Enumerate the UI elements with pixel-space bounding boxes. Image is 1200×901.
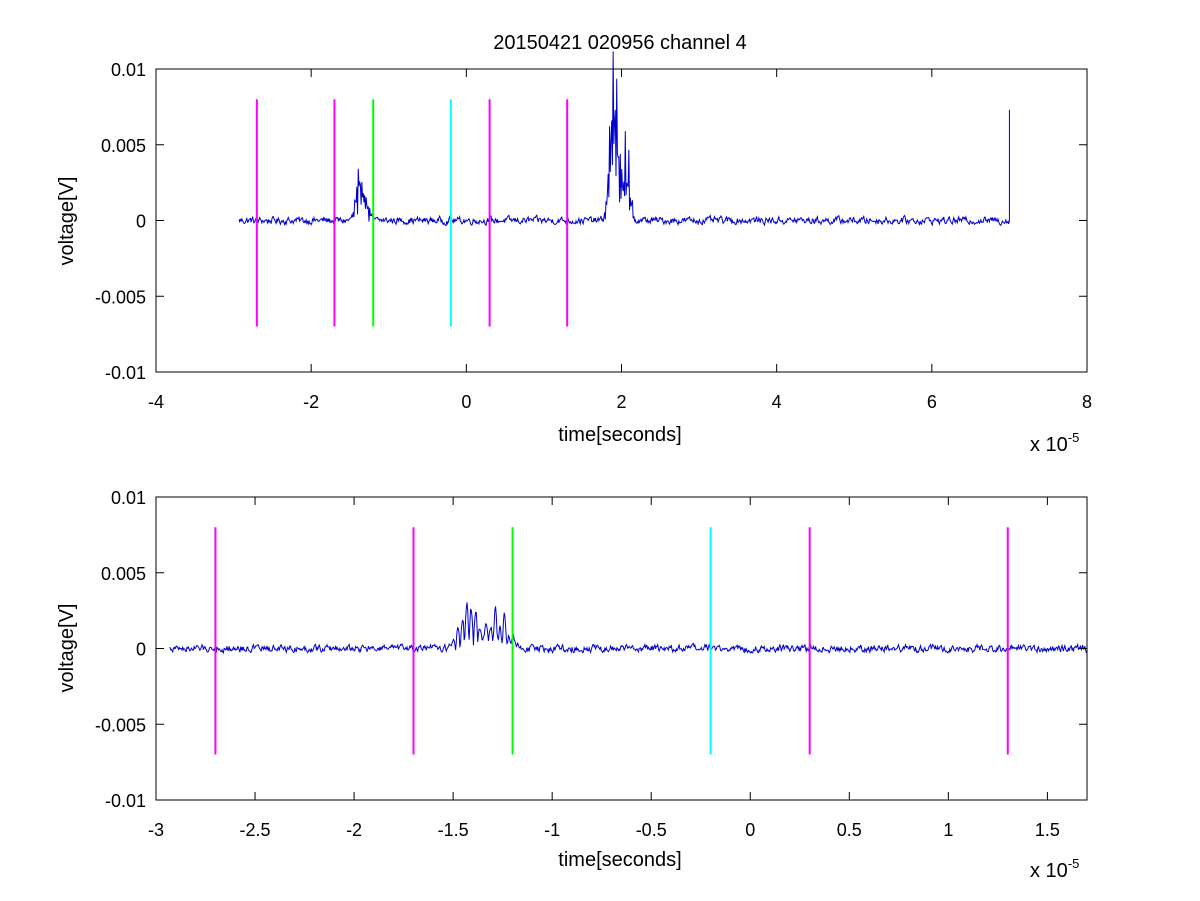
top-plot-x-multiplier-exponent: -5: [1068, 430, 1080, 445]
bottom-plot-x-tick-label: 0: [745, 820, 755, 840]
bottom-plot: -3 -2.5 -2 -1.5 -1 -0.5 0 0.5 1 1.5 -0.01 -0.005 0 0.…: [56, 488, 1088, 882]
bottom-plot-ticks: -3 -2.5 -2 -1.5 -1 -0.5 0 0.5 1 1.5 -0.01 -0.005 0 0.…: [95, 488, 1087, 840]
bottom-plot-x-tick-label: -2: [346, 820, 362, 840]
top-plot-y-tick-label: -0.01: [105, 363, 146, 383]
top-plot-x-axis-label: time[seconds]: [558, 424, 681, 446]
top-plot-x-tick-label: 2: [616, 392, 626, 412]
top-plot-y-tick-label: 0.01: [111, 60, 146, 80]
bottom-plot-x-tick-label: -0.5: [636, 820, 667, 840]
top-plot-x-tick-label: -2: [303, 392, 319, 412]
bottom-plot-x-tick-label: -3: [148, 820, 164, 840]
top-plot-signal-line: [238, 51, 1010, 227]
bottom-plot-x-tick-label: -1: [544, 820, 560, 840]
top-plot-x-multiplier-base: x 10: [1030, 434, 1068, 456]
top-plot-title: 20150421 020956 channel 4: [493, 32, 747, 54]
bottom-plot-y-tick-label: 0: [136, 640, 146, 660]
bottom-plot-x-tick-label: 1: [943, 820, 953, 840]
bottom-plot-x-multiplier-exponent: -5: [1068, 856, 1080, 871]
bottom-plot-x-tick-label: -1.5: [438, 820, 469, 840]
bottom-plot-x-tick-label: -2.5: [240, 820, 271, 840]
top-plot-x-tick-label: 6: [927, 392, 937, 412]
bottom-plot-x-multiplier-base: x 10: [1030, 860, 1068, 882]
bottom-plot-y-tick-label: 0.01: [111, 488, 146, 508]
top-plot-y-tick-label: -0.005: [95, 287, 146, 307]
bottom-plot-y-tick-label: 0.005: [101, 564, 146, 584]
bottom-plot-x-multiplier: x 10-5: [1030, 856, 1079, 882]
top-plot-x-tick-label: 8: [1082, 392, 1092, 412]
bottom-plot-y-axis-label: voltage[V]: [56, 604, 78, 693]
bottom-plot-signal-line: [169, 602, 1088, 655]
top-plot-x-multiplier: x 10-5: [1030, 430, 1079, 456]
top-plot-x-tick-label: 0: [461, 392, 471, 412]
bottom-plot-x-tick-label: 0.5: [837, 820, 862, 840]
top-plot-y-axis-label: voltage[V]: [56, 177, 78, 266]
bottom-plot-x-tick-label: 1.5: [1035, 820, 1060, 840]
bottom-plot-y-tick-label: -0.005: [95, 715, 146, 735]
top-plot-y-tick-label: 0: [136, 212, 146, 232]
top-plot-y-tick-label: 0.005: [101, 136, 146, 156]
top-plot: 20150421 020956 channel 4 -4 -2 0 2 4 6 8 -0.01…: [56, 32, 1092, 456]
top-plot-x-tick-label: -4: [148, 392, 164, 412]
bottom-plot-y-tick-label: -0.01: [105, 791, 146, 811]
bottom-plot-marks: [169, 527, 1088, 755]
top-plot-x-tick-label: 4: [772, 392, 782, 412]
top-plot-marks: [238, 51, 1010, 327]
top-plot-ticks: -4 -2 0 2 4 6 8 -0.01 -0.005 0 0.005 0.01: [95, 60, 1092, 412]
bottom-plot-x-axis-label: time[seconds]: [558, 849, 681, 871]
